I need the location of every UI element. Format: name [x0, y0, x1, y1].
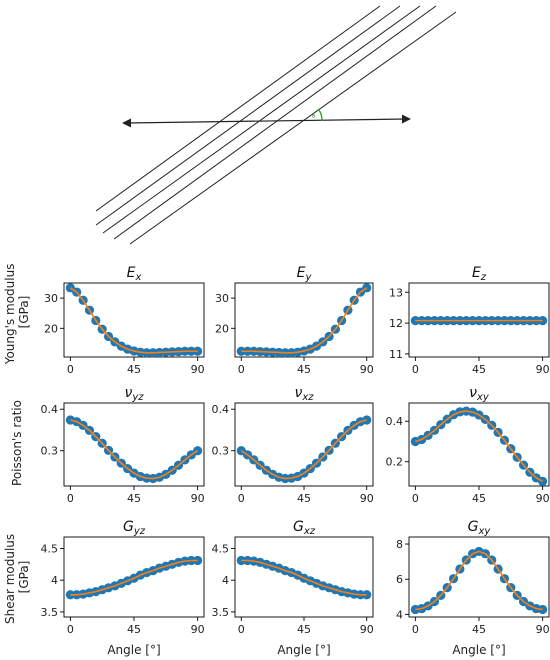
y-tick-label: 13: [389, 286, 403, 299]
x-tick-label: 45: [297, 363, 311, 376]
plot-frame: [63, 282, 205, 358]
y-tick-label: 3.5: [41, 606, 59, 619]
row-ylabel-shear: Shear modulus [GPa]: [3, 530, 31, 624]
x-tick-label: 0: [238, 623, 245, 636]
y-tick-label: 4.5: [212, 542, 230, 555]
panel-title: νyz: [125, 385, 145, 403]
subplot-νxz: νxz 0 45 90 0.3 0.4: [212, 385, 374, 505]
y-tick-label: 8: [396, 538, 403, 551]
fit-line: [415, 410, 544, 483]
fit-line: [240, 419, 367, 480]
y-tick-label: 20: [215, 322, 229, 335]
y-tick-label: 11: [389, 348, 403, 361]
y-tick-label: 4: [396, 608, 403, 621]
x-tick-label: 0: [238, 492, 245, 505]
fiber-line: [102, 5, 421, 234]
panel-title: νxz: [295, 385, 315, 403]
y-tick-label: 0.4: [212, 403, 230, 416]
panel-title: Gxz: [293, 519, 316, 537]
x-tick-label: 90: [360, 363, 374, 376]
plot-frame: [234, 282, 374, 358]
y-tick-label: 0.4: [386, 415, 404, 428]
x-tick-label: 0: [67, 492, 74, 505]
subplot-Gyz: Gyz 0 45 90 3.5 4 4.5: [41, 519, 205, 636]
fit-line: [70, 559, 198, 596]
y-tick-label: 30: [215, 292, 229, 305]
xlabel-col2: Angle [°]: [452, 643, 505, 657]
arrow-left-icon: [122, 118, 131, 128]
x-tick-label: 0: [412, 623, 419, 636]
y-tick-label: 0.3: [212, 445, 230, 458]
row-ylabel-youngs: Young's modulus [GPa]: [3, 260, 31, 366]
xlabel-col1: Angle [°]: [277, 643, 330, 657]
subplot-Ey: Ey 0 45 90 20 30: [215, 265, 374, 376]
angle-symbol: θ: [312, 114, 315, 120]
x-tick-label: 0: [67, 363, 74, 376]
x-tick-label: 90: [536, 623, 550, 636]
fit-line: [241, 559, 367, 596]
y-tick-label: 0.2: [386, 456, 404, 469]
y-tick-label: 12: [389, 317, 403, 330]
y-tick-label: 0.3: [41, 445, 59, 458]
reference-axis: [125, 118, 407, 124]
x-tick-label: 90: [191, 492, 205, 505]
x-tick-label: 45: [127, 363, 141, 376]
x-tick-label: 45: [297, 623, 311, 636]
angle-arc: [317, 108, 323, 121]
x-tick-label: 0: [412, 363, 419, 376]
panel-title: Gyz: [123, 519, 146, 537]
x-tick-label: 90: [536, 492, 550, 505]
x-tick-label: 45: [472, 363, 486, 376]
xlabel-col0: Angle [°]: [107, 643, 160, 657]
x-tick-label: 90: [191, 363, 205, 376]
y-tick-label: 0.4: [41, 403, 59, 416]
panel-title: Gxy: [468, 519, 492, 537]
fit-line: [69, 287, 198, 354]
x-tick-label: 90: [191, 623, 205, 636]
x-tick-label: 0: [412, 492, 419, 505]
panel-title: Ex: [127, 265, 142, 283]
subplot-νxy: νxy 0 45 90 0.2 0.4: [386, 385, 550, 505]
x-tick-label: 90: [360, 623, 374, 636]
x-tick-label: 90: [536, 363, 550, 376]
y-tick-label: 20: [44, 322, 58, 335]
arrow-right-icon: [402, 114, 411, 124]
fiber-line: [113, 5, 437, 240]
x-tick-label: 45: [472, 623, 486, 636]
y-tick-label: 4: [51, 574, 58, 587]
y-tick-label: 4.5: [41, 542, 59, 555]
subplot-Gxy: Gxy 0 45 90 4 6 8: [396, 519, 550, 636]
fit-line: [415, 550, 543, 611]
subplot-νyz: νyz 0 45 90 0.3 0.4: [41, 385, 205, 505]
fiber-line: [95, 5, 401, 226]
fiber-line: [129, 11, 457, 245]
orientation-diagram: θ: [95, 5, 457, 245]
subplot-Ex: Ex 0 45 90 20 30: [44, 265, 205, 376]
y-tick-label: 6: [396, 573, 403, 586]
y-tick-label: 4: [222, 574, 229, 587]
fiber-line: [95, 5, 381, 212]
row-ylabel-poisson: Poisson's ratio: [10, 400, 24, 486]
y-tick-label: 3.5: [212, 606, 230, 619]
panel-title: Ez: [472, 265, 487, 283]
x-tick-label: 45: [127, 623, 141, 636]
panel-title: Ey: [297, 265, 313, 283]
fit-line: [70, 419, 199, 480]
panel-title: νxy: [469, 385, 490, 403]
fit-line: [241, 287, 368, 354]
subplot-Gxz: Gxz 0 45 90 3.5 4 4.5: [212, 519, 374, 636]
x-tick-label: 90: [360, 492, 374, 505]
x-tick-label: 0: [67, 623, 74, 636]
subplot-Ez: Ez 0 45 90 11 12 13: [389, 265, 550, 376]
x-tick-label: 45: [472, 492, 486, 505]
x-tick-label: 0: [238, 363, 245, 376]
y-tick-label: 30: [44, 292, 58, 305]
x-tick-label: 45: [127, 492, 141, 505]
x-tick-label: 45: [297, 492, 311, 505]
